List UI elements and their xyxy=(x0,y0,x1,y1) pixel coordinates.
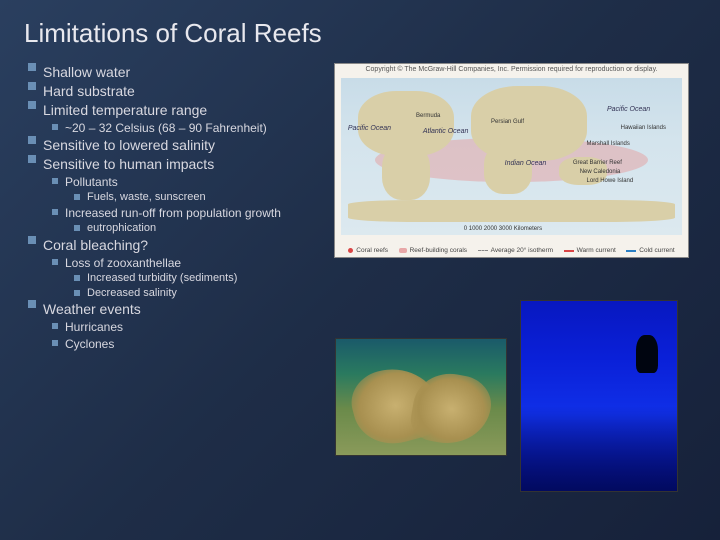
list-item: Limited temperature range xyxy=(28,101,334,120)
map-label: Great Barrier Reef xyxy=(573,160,622,166)
map-label: Pacific Ocean xyxy=(348,125,391,132)
map-label: Lord Howe Island xyxy=(587,178,634,184)
list-item: Weather events xyxy=(28,300,334,319)
list-item: Loss of zooxanthellae xyxy=(52,255,334,271)
list-item: Pollutants xyxy=(52,174,334,190)
map-label: Atlantic Ocean xyxy=(423,128,469,135)
list-item: Shallow water xyxy=(28,63,334,82)
list-item: Decreased salinity xyxy=(74,286,334,301)
map-label: Pacific Ocean xyxy=(607,106,650,113)
map-copyright: Copyright © The McGraw-Hill Companies, I… xyxy=(335,66,688,73)
list-item: Hard substrate xyxy=(28,82,334,101)
map-label: Persian Gulf xyxy=(491,119,524,125)
list-item: Fuels, waste, sunscreen xyxy=(74,190,334,205)
list-item: Sensitive to lowered salinity xyxy=(28,136,334,155)
map-label: Indian Ocean xyxy=(505,160,547,167)
list-item: eutrophication xyxy=(74,221,334,236)
list-item: Hurricanes xyxy=(52,319,334,335)
slide-title: Limitations of Coral Reefs xyxy=(24,18,696,49)
map-label: New Caledonia xyxy=(580,169,621,175)
map-scale: 0 1000 2000 3000 Kilometers xyxy=(464,226,542,232)
list-item: Increased run-off from population growth xyxy=(52,205,334,221)
list-item: Sensitive to human impacts xyxy=(28,155,334,174)
world-map-figure: Copyright © The McGraw-Hill Companies, I… xyxy=(334,63,689,258)
coral-photo xyxy=(335,338,507,456)
list-item: Increased turbidity (sediments) xyxy=(74,271,334,286)
bullet-list: Shallow water Hard substrate Limited tem… xyxy=(24,63,334,352)
list-item: Cyclones xyxy=(52,336,334,352)
map-label: Hawaiian Islands xyxy=(621,125,666,131)
list-item: Coral bleaching? xyxy=(28,236,334,255)
map-legend: Coral reefs Reef-building corals Average… xyxy=(343,247,680,254)
map-label: Bermuda xyxy=(416,113,440,119)
list-item: ~20 – 32 Celsius (68 – 90 Fahrenheit) xyxy=(52,120,334,136)
map-label: Marshall Islands xyxy=(587,141,630,147)
diver-photo xyxy=(520,300,678,492)
